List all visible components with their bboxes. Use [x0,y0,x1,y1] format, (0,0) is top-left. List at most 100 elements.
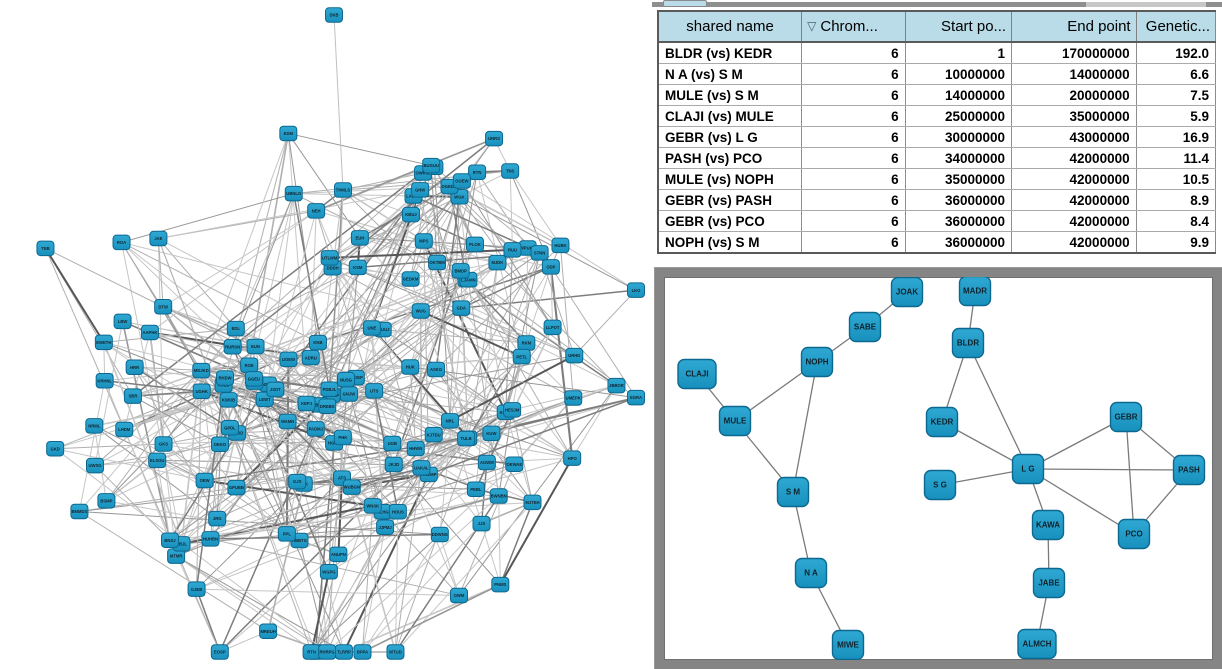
column-header-end-point[interactable]: End point [1011,11,1137,43]
network-node[interactable]: KRHNL [95,372,114,389]
table-cell[interactable]: 36000000 [904,231,1012,253]
network-node-n-a[interactable]: N A [794,557,828,589]
network-node[interactable]: WAMN [278,413,297,430]
network-node[interactable]: SBR [123,388,142,404]
network-node[interactable]: BPPA [353,644,372,660]
table-cell[interactable]: 5.9 [1135,105,1216,127]
network-node[interactable]: UNRS [485,130,504,147]
table-horizontal-scrollbar[interactable] [1086,2,1206,7]
network-node[interactable]: BUGUU [422,157,441,174]
network-node[interactable]: ANUPN [329,546,348,563]
network-node[interactable]: NUSG [337,371,356,388]
table-cell[interactable]: GEBR (vs) L G [658,126,802,148]
table-cell[interactable]: 42000000 [1011,189,1137,211]
network-node-kedr[interactable]: KEDR [925,406,959,438]
network-node[interactable]: HHWN [406,440,425,457]
network-node[interactable]: GHW [411,182,430,198]
table-row[interactable]: CLAJI (vs) MULE 6 25000000 35000000 5.9 [658,105,1216,127]
table-cell[interactable]: 10000000 [904,63,1012,85]
network-node[interactable]: PADMJ [306,421,325,437]
network-node[interactable]: EWETH [94,334,113,351]
network-node-isolated[interactable]: DKB [325,7,343,23]
table-cell[interactable]: 36000000 [904,189,1012,211]
network-node[interactable]: EUN [246,338,265,355]
network-node[interactable]: HOUS [388,503,407,520]
network-node[interactable]: LLPOT [543,319,562,336]
column-header-shared-name[interactable]: shared name [658,11,802,43]
network-node[interactable]: OWM [449,587,468,604]
network-node[interactable]: UTLWM [320,250,339,266]
network-node[interactable]: URHD [565,347,584,364]
network-node[interactable]: ROE [240,357,259,373]
table-cell[interactable]: 6 [801,63,906,85]
network-node[interactable]: JBBOR [607,377,626,394]
network-node[interactable]: MREUH [259,623,278,639]
network-node[interactable]: TULB [457,430,476,447]
network-node[interactable]: RUU [503,242,522,258]
network-node[interactable]: OEW [195,472,214,489]
table-cell[interactable]: 14000000 [1011,63,1137,85]
network-edge-GEBR-PCO[interactable] [1125,416,1135,535]
network-node-madr[interactable]: MADR [958,277,992,307]
table-cell[interactable]: 42000000 [1011,168,1137,190]
table-cell[interactable]: 16.9 [1135,126,1216,148]
table-row[interactable]: MULE (vs) NOPH 6 35000000 42000000 10.5 [658,168,1216,190]
network-node[interactable]: JAE [149,230,168,247]
table-cell[interactable]: 1 [904,42,1012,64]
table-cell[interactable]: 14000000 [904,84,1012,106]
network-node[interactable]: UTS [365,383,384,399]
table-row[interactable]: NOPH (vs) S M 6 36000000 42000000 9.9 [658,231,1216,253]
network-node[interactable]: PNMS [491,576,510,593]
network-node[interactable]: WUBGN [342,479,361,495]
table-cell[interactable]: CLAJI (vs) MULE [658,105,802,127]
table-cell[interactable]: 6 [801,168,906,190]
network-node[interactable]: RURSN [223,338,242,355]
network-node[interactable]: BSMP [97,493,116,509]
network-node[interactable]: KUW [482,425,501,442]
network-node-claji[interactable]: CLAJI [677,358,717,390]
network-node[interactable]: WGPG [319,564,338,580]
network-node-gebr[interactable]: GEBR [1109,401,1143,433]
network-node[interactable]: OOEW [452,173,471,189]
network-node[interactable]: MDJKD [192,362,211,379]
network-node[interactable]: KWOB [219,392,238,408]
network-node[interactable]: LKO [627,282,645,298]
network-node[interactable]: BNSJ [160,532,179,548]
table-cell[interactable]: 35000000 [1011,105,1137,127]
network-node[interactable]: RHDW [216,370,235,386]
table-cell[interactable]: PASH (vs) PCO [658,147,802,169]
network-node-almch[interactable]: ALMCH [1017,628,1057,660]
table-row[interactable]: GEBR (vs) PCO 6 36000000 42000000 8.4 [658,210,1216,232]
network-node[interactable]: ELSOU [148,452,167,469]
table-row[interactable]: BLDR (vs) KEDR 6 1 170000000 192.0 [658,42,1216,64]
network-node[interactable]: GJEB [187,581,206,597]
network-node[interactable]: UBNLO [284,185,303,202]
network-node[interactable]: JKJD [384,456,403,473]
table-cell[interactable]: N A (vs) S M [658,63,802,85]
network-edge-NOPH-SM[interactable] [792,361,818,493]
network-node[interactable]: UNE [362,320,381,336]
network-node[interactable]: UOEW [279,351,298,368]
column-header-genetic-[interactable]: Genetic... [1135,11,1216,43]
network-node[interactable]: OEWAE [505,456,524,472]
network-node[interactable]: KJTDU [424,426,443,443]
table-cell[interactable]: 6 [801,147,906,169]
table-cell[interactable]: 42000000 [1011,210,1137,232]
network-node-miwe[interactable]: MIWE [831,629,865,660]
large-network-canvas[interactable]: THMLSDDDHPGODBSMPHBBTGASKGHNEMPLKORLHGNS… [0,0,648,669]
network-node-bldr[interactable]: BLDR [951,327,985,359]
network-node[interactable]: GJS [288,473,307,490]
table-cell[interactable]: 6 [801,189,906,211]
network-node[interactable]: MPS [414,233,433,249]
network-node[interactable]: STNN [530,245,549,261]
network-node[interactable]: KNB [308,334,327,351]
network-node[interactable]: WUG [411,303,430,319]
network-node[interactable]: GPDL [220,420,239,436]
table-cell[interactable]: NOPH (vs) S M [658,231,802,253]
table-cell[interactable]: 6 [801,84,906,106]
network-node[interactable]: TNS [501,163,520,179]
table-cell[interactable]: 192.0 [1135,42,1216,64]
column-header-chrom-[interactable]: ▽ Chrom... [801,11,906,43]
table-cell[interactable]: 43000000 [1011,126,1137,148]
network-node[interactable]: WTUD [386,644,405,660]
